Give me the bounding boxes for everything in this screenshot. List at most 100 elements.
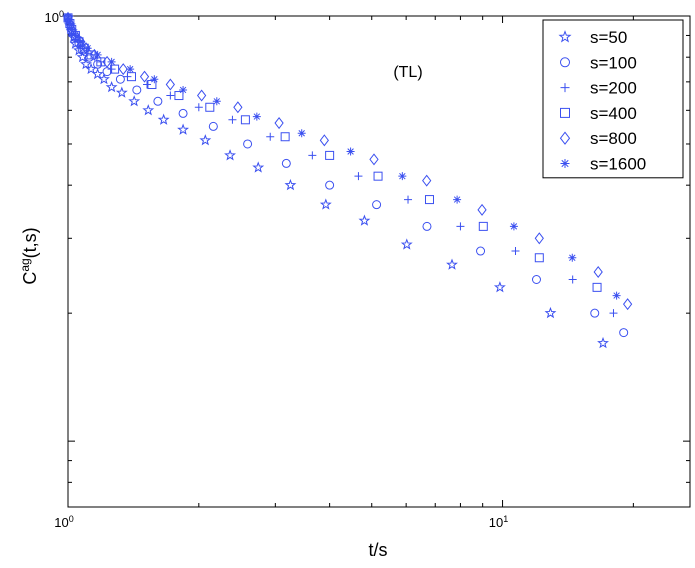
- data-point-shape: [609, 309, 618, 318]
- data-point: [196, 89, 207, 102]
- legend-marker: [560, 83, 570, 93]
- data-point-shape: [534, 232, 544, 245]
- data-point-shape: [477, 203, 487, 216]
- legend-entry: s=50: [558, 28, 627, 47]
- data-point-shape: [93, 59, 103, 69]
- data-point-shape: [297, 129, 306, 138]
- data-point: [83, 44, 92, 53]
- data-point: [531, 274, 541, 284]
- data-point: [115, 74, 125, 84]
- data-point: [228, 115, 237, 124]
- data-point-shape: [358, 214, 371, 226]
- data-point: [76, 35, 86, 48]
- data-point: [84, 52, 94, 62]
- data-point: [325, 150, 335, 160]
- y-tick-label: 100: [45, 9, 64, 25]
- data-point: [107, 57, 116, 66]
- data-point: [534, 253, 544, 263]
- data-point: [174, 91, 184, 101]
- data-point-shape: [177, 123, 190, 135]
- x-axis-label: t/s: [368, 540, 387, 560]
- data-point-shape: [531, 274, 541, 284]
- data-point: [281, 158, 291, 168]
- data-point: [150, 75, 159, 84]
- data-point-shape: [534, 253, 544, 263]
- data-point-shape: [76, 35, 86, 48]
- data-point: [509, 222, 518, 231]
- data-point-shape: [85, 62, 97, 75]
- data-point: [127, 72, 137, 82]
- data-point-shape: [165, 78, 175, 91]
- data-point: [266, 132, 275, 141]
- x-tick-label-base: 10: [54, 515, 68, 530]
- data-point: [91, 67, 104, 80]
- data-point-shape: [127, 72, 137, 82]
- data-point: [70, 29, 81, 42]
- data-point-shape: [65, 19, 74, 28]
- data-point-shape: [619, 328, 629, 338]
- data-point-shape: [194, 103, 203, 112]
- data-point-shape: [369, 153, 379, 166]
- data-point-shape: [544, 306, 557, 319]
- plot-frame: [67, 15, 691, 508]
- data-point: [233, 101, 243, 114]
- y-axis-label-sup: ag: [18, 258, 32, 271]
- legend-marker: [560, 107, 570, 118]
- legend-entry: s=400: [560, 104, 637, 123]
- data-point-shape: [128, 95, 141, 107]
- data-point-shape: [398, 172, 407, 181]
- data-point-shape: [132, 85, 142, 95]
- data-point-shape: [110, 64, 120, 74]
- data-point-shape: [592, 282, 602, 292]
- data-point: [369, 153, 379, 166]
- data-point-shape: [422, 221, 432, 231]
- data-point: [76, 37, 85, 46]
- legend-marker: [560, 159, 570, 168]
- data-point: [612, 291, 621, 300]
- data-point-shape: [150, 75, 159, 84]
- data-point: [139, 70, 150, 83]
- data-point: [126, 65, 135, 74]
- data-point: [96, 57, 106, 67]
- legend: s=50 s=100 s=200 s=400 s=800 s=1600: [542, 19, 684, 179]
- data-point-shape: [115, 74, 125, 84]
- data-point-shape: [274, 117, 284, 130]
- data-point-shape: [243, 139, 253, 149]
- y-axis-label: Cag(t,s): [18, 227, 40, 284]
- data-point: [110, 64, 120, 74]
- data-point: [243, 139, 253, 149]
- data-point-shape: [325, 150, 335, 160]
- data-point-shape: [597, 336, 609, 349]
- data-point-shape: [179, 85, 188, 94]
- data-point: [619, 328, 629, 338]
- data-point-shape: [280, 132, 290, 142]
- legend-box: [542, 19, 684, 179]
- legend-marker-shape: [558, 30, 572, 43]
- data-point: [178, 108, 188, 118]
- series-s-400: [63, 13, 602, 292]
- data-point-shape: [115, 86, 128, 98]
- data-point-shape: [70, 29, 81, 42]
- legend-marker-shape: [560, 83, 570, 93]
- data-point: [252, 112, 261, 121]
- data-point: [199, 134, 212, 146]
- data-point: [346, 147, 355, 156]
- data-point: [354, 172, 363, 181]
- data-point: [284, 178, 297, 191]
- data-point-shape: [143, 80, 152, 89]
- data-point-shape: [476, 246, 486, 256]
- data-point-shape: [346, 147, 355, 156]
- data-point-shape: [118, 63, 128, 76]
- data-point: [78, 45, 88, 55]
- data-point-shape: [568, 253, 577, 262]
- legend-entry: s=100: [560, 53, 637, 72]
- y-axis-label-rest: (t,s): [20, 227, 40, 258]
- data-point-shape: [493, 281, 506, 293]
- data-point-shape: [98, 72, 110, 85]
- data-point: [319, 134, 329, 147]
- data-point: [85, 62, 97, 75]
- data-point: [177, 123, 190, 135]
- data-point: [398, 172, 407, 181]
- data-point-shape: [199, 134, 212, 146]
- legend-marker-shape: [560, 57, 570, 68]
